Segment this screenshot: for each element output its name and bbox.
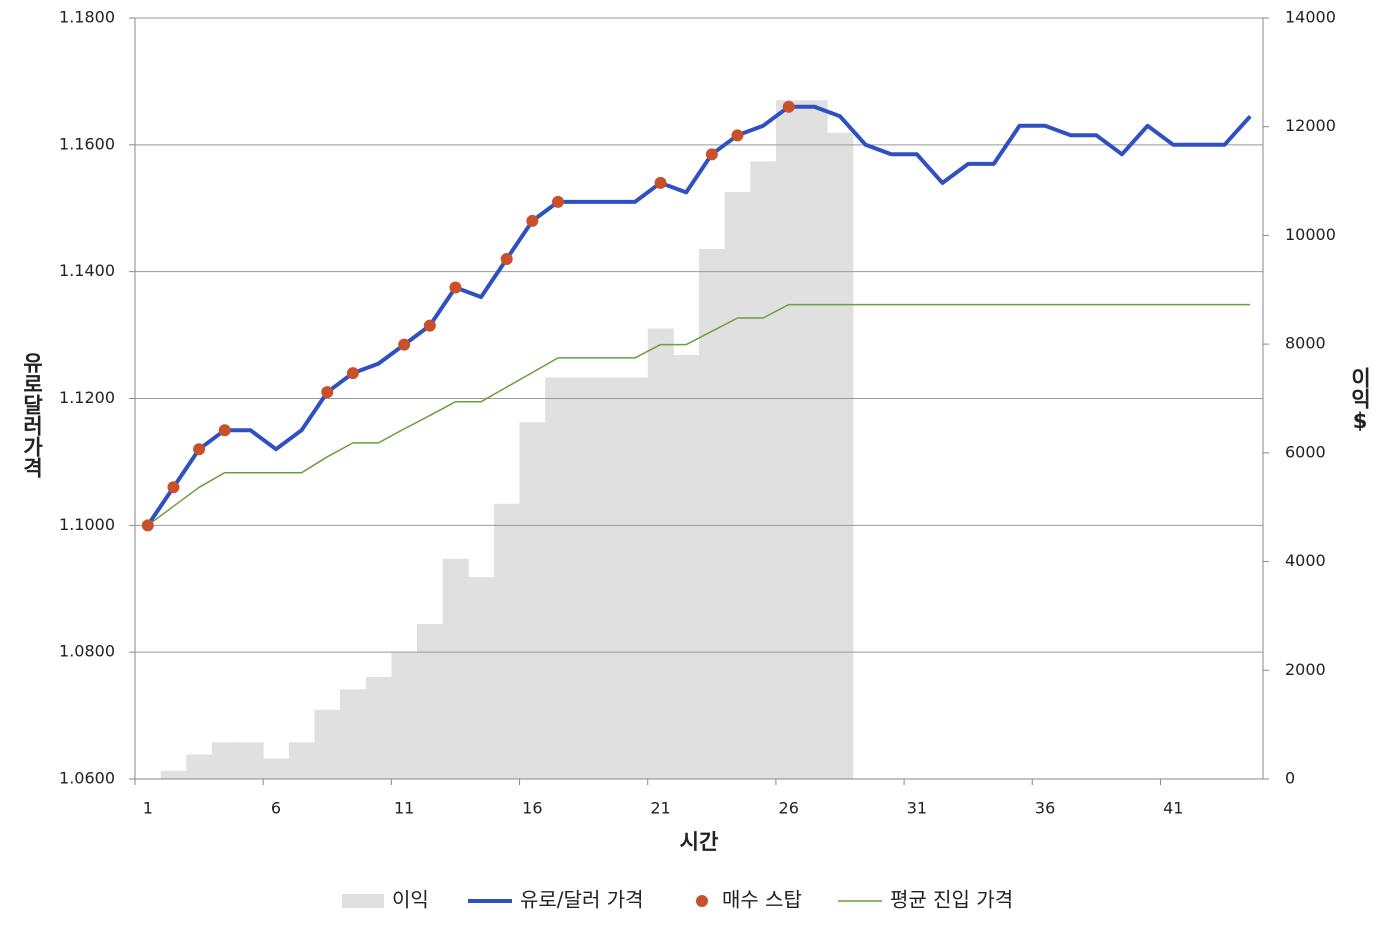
legend-label: 평균 진입 가격 [890,888,1013,912]
legend-label: 이익 [392,888,429,912]
x-tick-label: 21 [650,799,670,818]
profit-bar [186,754,213,779]
y2-tick-label: 8000 [1285,334,1326,353]
legend-label: 매수 스탑 [722,888,802,912]
y2-tick-label: 4000 [1285,551,1326,570]
profit-bar [545,377,572,779]
profit-bar [699,249,726,780]
y-tick-label: 1.1000 [59,515,115,534]
profit-bar [442,558,469,779]
y2-tick-label: 12000 [1285,116,1336,135]
x-tick-label: 26 [779,799,799,818]
profit-bar [211,742,239,779]
y-tick-label: 1.1400 [59,261,115,280]
x-tick-label: 31 [907,799,927,818]
buy-stop-marker [167,481,180,494]
buy-stop-marker [654,176,667,189]
buy-stop-marker [193,443,206,456]
y-tick-label: 1.0800 [59,642,115,661]
x-tick-label: 6 [271,799,281,818]
buy-stop-marker [423,319,436,332]
profit-bar [827,132,854,779]
buy-stop-marker [346,367,359,380]
profit-bar [801,100,828,780]
x-axis-title: 시간 [680,830,719,854]
buy-stop-marker [218,424,231,437]
buy-stop-marker [782,100,795,113]
y2-tick-label: 2000 [1285,660,1326,679]
x-tick-label: 11 [394,799,414,818]
x-tick-label: 16 [522,799,542,818]
profit-bar [365,677,392,779]
x-tick-label: 41 [1163,799,1183,818]
x-tick-label: 1 [143,799,153,818]
y2-axis-title: 이익$ [1348,367,1372,433]
profit-bar [622,377,649,779]
profit-bar [724,191,751,779]
y-tick-label: 1.0600 [59,769,115,788]
x-tick-label: 36 [1035,799,1055,818]
profit-bar [647,328,674,779]
buy-stop-marker [500,252,513,265]
buy-stop-marker [398,338,411,351]
y-tick-label: 1.1800 [59,8,115,27]
profit-bar [263,758,290,779]
y2-tick-label: 10000 [1285,225,1336,244]
profit-bar [340,689,367,779]
profit-bar [570,377,597,779]
buy-stop-marker [526,214,539,227]
legend-swatch [342,894,384,908]
profit-bar [417,624,444,779]
buy-stop-marker [449,281,462,294]
profit-bar [237,742,264,779]
buy-stop-marker [705,148,718,161]
legend-label: 유로/달러 가격 [520,888,644,912]
y2-tick-label: 14000 [1285,8,1336,27]
profit-bar [160,770,187,779]
buy-stop-marker [321,386,334,399]
legend-swatch [696,895,708,907]
y-tick-label: 1.1600 [59,134,115,153]
profit-bar [775,100,803,780]
profit-bar [288,742,315,779]
profit-bar [750,161,777,779]
profit-bar [596,377,623,779]
profit-bar [519,422,546,779]
y-axis-title: 유로달러가격 [20,352,44,478]
buy-stop-marker [552,195,564,208]
y2-tick-label: 0 [1285,769,1295,788]
y2-tick-label: 6000 [1285,442,1326,461]
buy-stop-marker [141,519,154,532]
profit-bar [673,355,700,779]
buy-stop-marker [731,129,744,142]
profit-bar [468,577,495,779]
profit-bar [314,709,341,779]
profit-bar [493,503,521,779]
series-line [147,303,1251,526]
profit-bar [391,652,418,779]
y-tick-label: 1.1200 [59,388,115,407]
